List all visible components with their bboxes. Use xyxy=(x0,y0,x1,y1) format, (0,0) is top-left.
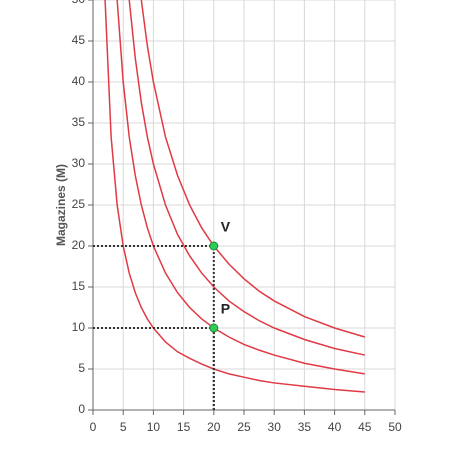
y-tick-label: 30 xyxy=(72,156,86,170)
indifference-curve xyxy=(116,0,365,375)
y-tick-label: 20 xyxy=(72,238,86,252)
indifference-curve xyxy=(140,0,366,338)
y-axis-label: Magazines (M) xyxy=(54,164,68,246)
x-tick-label: 35 xyxy=(298,420,312,434)
point-label: P xyxy=(221,301,230,317)
y-tick-label: 45 xyxy=(72,33,86,47)
point xyxy=(209,241,219,251)
y-tick-label: 15 xyxy=(72,279,86,293)
indifference-curve xyxy=(104,0,365,393)
point-label: V xyxy=(221,219,231,235)
y-tick-label: 25 xyxy=(72,197,86,211)
y-tick-label: 35 xyxy=(72,115,86,129)
x-tick-label: 25 xyxy=(237,420,251,434)
x-tick-label: 30 xyxy=(268,420,282,434)
y-tick-label: 50 xyxy=(72,0,86,6)
x-tick-label: 0 xyxy=(90,420,97,434)
x-tick-label: 10 xyxy=(147,420,161,434)
y-tick-label: 5 xyxy=(78,361,85,375)
x-tick-label: 50 xyxy=(388,420,402,434)
x-tick-label: 20 xyxy=(207,420,221,434)
y-tick-label: 10 xyxy=(72,320,86,334)
plot-area xyxy=(104,0,366,393)
x-tick-label: 45 xyxy=(358,420,372,434)
y-tick-label: 40 xyxy=(72,74,86,88)
x-tick-label: 40 xyxy=(328,420,342,434)
y-tick-label: 0 xyxy=(78,402,85,416)
x-tick-label: 5 xyxy=(120,420,127,434)
indifference-curve xyxy=(128,0,365,356)
x-tick-label: 15 xyxy=(177,420,191,434)
point xyxy=(209,323,219,333)
